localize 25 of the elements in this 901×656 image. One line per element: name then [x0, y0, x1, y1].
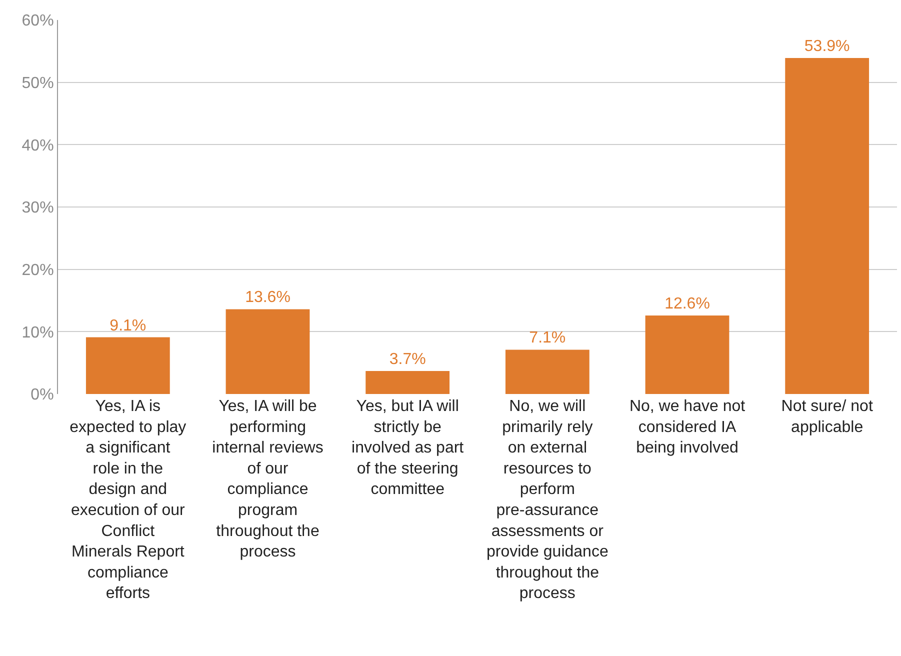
y-tick-label: 20%	[22, 262, 54, 279]
data-label: 12.6%	[664, 295, 710, 312]
x-tick-label: No, we have not considered IA being involved	[629, 398, 746, 457]
bar	[366, 370, 450, 394]
bar	[86, 337, 170, 394]
category-label: No, we will primarily rely on external resources to perform pre-assurance assessments or provide guidance throughout the process	[486, 398, 608, 602]
x-tick-label: Yes, but IA will strictly be involved as part of the steering committee	[352, 398, 464, 498]
data-label: 7.1%	[529, 330, 566, 347]
category-label: Yes, IA is expected to play a significant role in the design and execution of our Conflict Minerals Report compliance efforts	[70, 398, 186, 602]
y-tick-label: 60%	[22, 12, 54, 30]
bar	[785, 58, 870, 394]
y-tick-label: 40%	[22, 137, 54, 154]
x-tick-label: Yes, IA will be performing internal reviews of our compliance program throughout the process	[212, 398, 324, 561]
data-label: 13.6%	[245, 289, 290, 306]
bar	[645, 315, 730, 394]
bar	[226, 309, 310, 394]
y-tick-label: 50%	[22, 74, 54, 92]
data-label: 9.1%	[110, 317, 146, 334]
y-tick-label: 30%	[22, 200, 54, 217]
y-tick-label: 10%	[22, 324, 54, 342]
y-tick-label: 0%	[30, 386, 54, 404]
data-label: 3.7%	[389, 350, 426, 368]
data-label: 53.9%	[804, 38, 850, 56]
x-tick-label: Not sure/ not applicable	[781, 398, 874, 436]
bar	[505, 350, 590, 394]
